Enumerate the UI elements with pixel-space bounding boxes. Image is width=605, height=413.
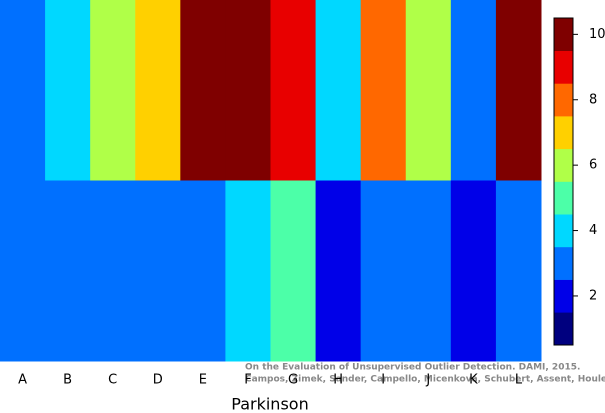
colorbar-tick-label: 6 bbox=[589, 158, 597, 173]
heatmap-cell bbox=[90, 180, 136, 362]
colorbar-bin bbox=[554, 214, 573, 248]
heatmap-cell bbox=[180, 180, 226, 362]
x-tick-label: I bbox=[381, 373, 385, 388]
heatmap-cell bbox=[270, 180, 317, 362]
heatmap-cell bbox=[45, 180, 91, 362]
heatmap-cell bbox=[450, 180, 497, 362]
heatmap-cell bbox=[360, 180, 407, 362]
colorbar-bin bbox=[554, 148, 573, 182]
x-tick-label: F bbox=[244, 373, 251, 388]
heatmap-cell bbox=[495, 0, 542, 181]
x-tick-label: K bbox=[469, 373, 478, 388]
heatmap-cell bbox=[315, 180, 362, 362]
heatmap-cell bbox=[360, 0, 407, 181]
heatmap-cell bbox=[225, 0, 271, 181]
x-tick-label: A bbox=[18, 373, 27, 388]
heatmap-cell bbox=[135, 180, 181, 362]
x-tick-label: C bbox=[108, 373, 117, 388]
colorbar-tick-label: 10 bbox=[589, 27, 605, 42]
x-tick-label: D bbox=[153, 373, 163, 388]
heatmap-cell bbox=[0, 0, 46, 181]
colorbar-bin bbox=[554, 83, 573, 117]
annotation: On the Evaluation of Unsupervised Outlie… bbox=[245, 363, 580, 373]
x-tick-label: H bbox=[333, 373, 343, 388]
heatmap-cell bbox=[45, 0, 91, 181]
colorbar-bin bbox=[554, 246, 573, 280]
heatmap-cell bbox=[225, 180, 271, 362]
colorbar-bin bbox=[554, 312, 573, 346]
colorbar-frame bbox=[553, 17, 574, 346]
colorbar-tick-label: 2 bbox=[589, 288, 597, 303]
x-tick-label: J bbox=[425, 373, 430, 388]
heatmap-cell bbox=[180, 0, 226, 181]
heatmap-cell bbox=[450, 0, 497, 181]
heatmap-cell bbox=[90, 0, 136, 181]
colorbar-tick-label: 4 bbox=[589, 223, 597, 238]
x-tick-label: B bbox=[63, 373, 72, 388]
heatmap-cell bbox=[495, 180, 542, 362]
x-tick-label: E bbox=[199, 373, 207, 388]
colorbar-bin bbox=[554, 18, 573, 51]
heatmap-cell bbox=[315, 0, 362, 181]
annotation: Campos, Zimek, Sander, Campello, Micenko… bbox=[245, 375, 605, 385]
x-tick-label: G bbox=[288, 373, 298, 388]
heatmap-cell bbox=[135, 0, 181, 181]
heatmap-cell bbox=[405, 0, 452, 181]
heatmap-cell bbox=[270, 0, 317, 181]
heatmap-cell bbox=[405, 180, 452, 362]
x-axis-label: Parkinson bbox=[231, 395, 308, 413]
heatmap-cell bbox=[0, 180, 46, 362]
colorbar-bin bbox=[554, 116, 573, 150]
x-tick-label: L bbox=[515, 373, 523, 388]
colorbar-bin bbox=[554, 50, 573, 84]
colorbar-bin bbox=[554, 279, 573, 313]
colorbar-tick-label: 8 bbox=[589, 92, 597, 107]
colorbar-bin bbox=[554, 181, 573, 215]
